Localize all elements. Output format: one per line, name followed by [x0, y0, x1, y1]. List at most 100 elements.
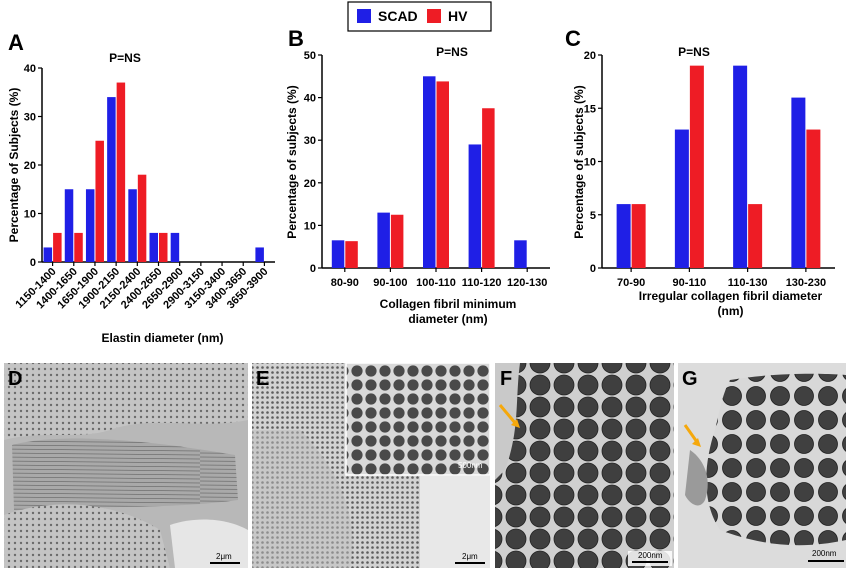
micrograph-g-fibril-cluster — [706, 373, 846, 546]
y-axis-title: Percentage of Subjects (%) — [7, 88, 21, 243]
bar-scad-100-110 — [423, 76, 436, 268]
micrograph-d-lower-region — [4, 504, 170, 568]
x-tick-label: 90-110 — [673, 277, 707, 289]
chart-a: 0102030401150-14001400-16501650-19001900… — [7, 51, 275, 345]
bar-hv-90-110 — [689, 65, 704, 269]
arrow-head-g — [692, 438, 701, 447]
micrograph-e: E 500nm 2μm — [252, 362, 491, 568]
legend-label-hv: HV — [448, 8, 468, 24]
panel-letter-a: A — [8, 30, 24, 55]
arrow-g — [683, 424, 699, 443]
arrow-f — [498, 404, 518, 425]
bar-hv-1400-1650 — [74, 232, 83, 262]
bar-scad-1400-1650 — [64, 189, 74, 262]
bar-hv-1650-1900 — [95, 140, 104, 262]
legend-box — [347, 1, 492, 32]
x-tick-label: 130-230 — [786, 277, 826, 289]
bar-scad-120-130 — [514, 240, 527, 268]
y-tick-label: 0 — [30, 257, 36, 269]
chart-c: 0 5 10 15 20 70-90 90-110 110-130 130-230 Percent… — [572, 45, 835, 318]
scale-bar-d — [210, 562, 240, 564]
bar-scad-70-90 — [616, 204, 631, 268]
chart-b: 0 10 20 30 40 50 80-90 90-100 100-110 110-120 120-… — [285, 45, 550, 326]
y-tick-label: 0 — [310, 263, 316, 275]
p-value-annotation: P=NS — [436, 45, 468, 59]
bar-hv-70-90 — [631, 204, 646, 268]
x-tick-label: 100-110 — [416, 277, 456, 289]
bar-scad-1650-1900 — [85, 189, 95, 262]
bar-scad-130-230 — [791, 97, 806, 268]
y-axis-title: Percentage of subjects (%) — [285, 85, 299, 238]
bar-hv-2400-2650 — [159, 232, 168, 262]
bar-scad-3650-3900 — [255, 247, 264, 262]
bar-scad-110-120 — [468, 144, 482, 268]
micrograph-d-upper-region — [4, 363, 248, 440]
panel-letter-c: C — [565, 26, 581, 51]
bar-scad-1900-2150 — [107, 97, 116, 262]
micrograph-g: G 200nm — [678, 363, 846, 568]
micrograph-d: D 2μm — [4, 363, 248, 568]
legend-label-scad: SCAD — [378, 8, 418, 24]
x-tick-label: 80-90 — [331, 277, 359, 289]
micrograph-letter-f: F — [500, 368, 512, 390]
y-tick-label: 15 — [584, 103, 596, 115]
bar-hv-100-110 — [436, 81, 449, 268]
bar-scad-90-110 — [674, 129, 689, 268]
micrograph-f: F 200nm — [495, 363, 674, 568]
x-tick-label: 110-120 — [462, 277, 502, 289]
scale-bar-e — [455, 562, 485, 564]
x-axis-title: Elastin diameter (nm) — [101, 331, 223, 345]
bar-hv-110-130 — [748, 204, 763, 268]
x-axis-title-line: (nm) — [718, 304, 744, 318]
micrograph-d-middle-bundle — [12, 438, 238, 510]
bar-hv-90-100 — [390, 214, 404, 268]
y-tick-label: 20 — [584, 50, 596, 62]
p-value-annotation: P=NS — [109, 51, 141, 65]
arrow-head-f — [511, 419, 520, 428]
bar-scad-2650-2900 — [170, 232, 180, 262]
bar-scad-2400-2650 — [149, 232, 158, 262]
bar-hv-2150-2400 — [137, 174, 147, 262]
micrograph-f-edge — [495, 363, 520, 480]
scale-label-e: 2μm — [462, 552, 478, 561]
y-tick-label: 50 — [304, 50, 316, 62]
scale-label-g: 200nm — [812, 549, 837, 558]
legend: SCAD HV — [347, 1, 492, 32]
micrograph-f-background — [495, 363, 674, 568]
bar-scad-2150-2400 — [128, 189, 137, 262]
micrograph-letter-e: E — [256, 368, 269, 390]
legend-swatch-hv — [427, 9, 441, 23]
x-tick-label: 110-130 — [728, 277, 768, 289]
panel-letter-b: B — [288, 26, 304, 51]
bar-hv-80-90 — [345, 241, 358, 268]
y-tick-label: 10 — [304, 220, 316, 232]
micrograph-d-lumen — [170, 519, 248, 568]
x-axis-title-line: diameter (nm) — [408, 312, 487, 326]
y-tick-label: 40 — [304, 93, 316, 105]
micrograph-letter-g: G — [682, 368, 698, 390]
x-tick-label: 70-90 — [617, 277, 645, 289]
legend-swatch-scad — [357, 9, 371, 23]
scale-label-f: 200nm — [638, 551, 663, 560]
y-tick-label: 10 — [584, 157, 596, 169]
p-value-annotation: P=NS — [678, 45, 710, 59]
y-tick-label: 10 — [24, 209, 36, 221]
bar-hv-1150-1400 — [53, 232, 62, 262]
x-tick-label: 90-100 — [373, 277, 407, 289]
y-tick-label: 30 — [24, 112, 36, 124]
scale-bar-f — [632, 561, 668, 563]
x-axis-title-line: Collagen fibril minimum — [380, 297, 517, 311]
bar-scad-1150-1400 — [43, 247, 53, 262]
bar-scad-110-130 — [733, 65, 748, 269]
y-tick-label: 20 — [24, 160, 36, 172]
y-tick-label: 0 — [590, 263, 596, 275]
y-axis-title: Percentage of subjects (%) — [572, 85, 586, 238]
bar-scad-80-90 — [331, 240, 345, 268]
x-axis-title-line: Irregular collagen fibril diameter — [639, 289, 823, 303]
x-tick-label: 120-130 — [507, 277, 547, 289]
bar-hv-110-120 — [482, 108, 495, 268]
bar-hv-130-230 — [806, 129, 821, 268]
scale-label-d: 2μm — [216, 552, 232, 561]
inset-scale-label-e: 500nm — [458, 461, 483, 470]
